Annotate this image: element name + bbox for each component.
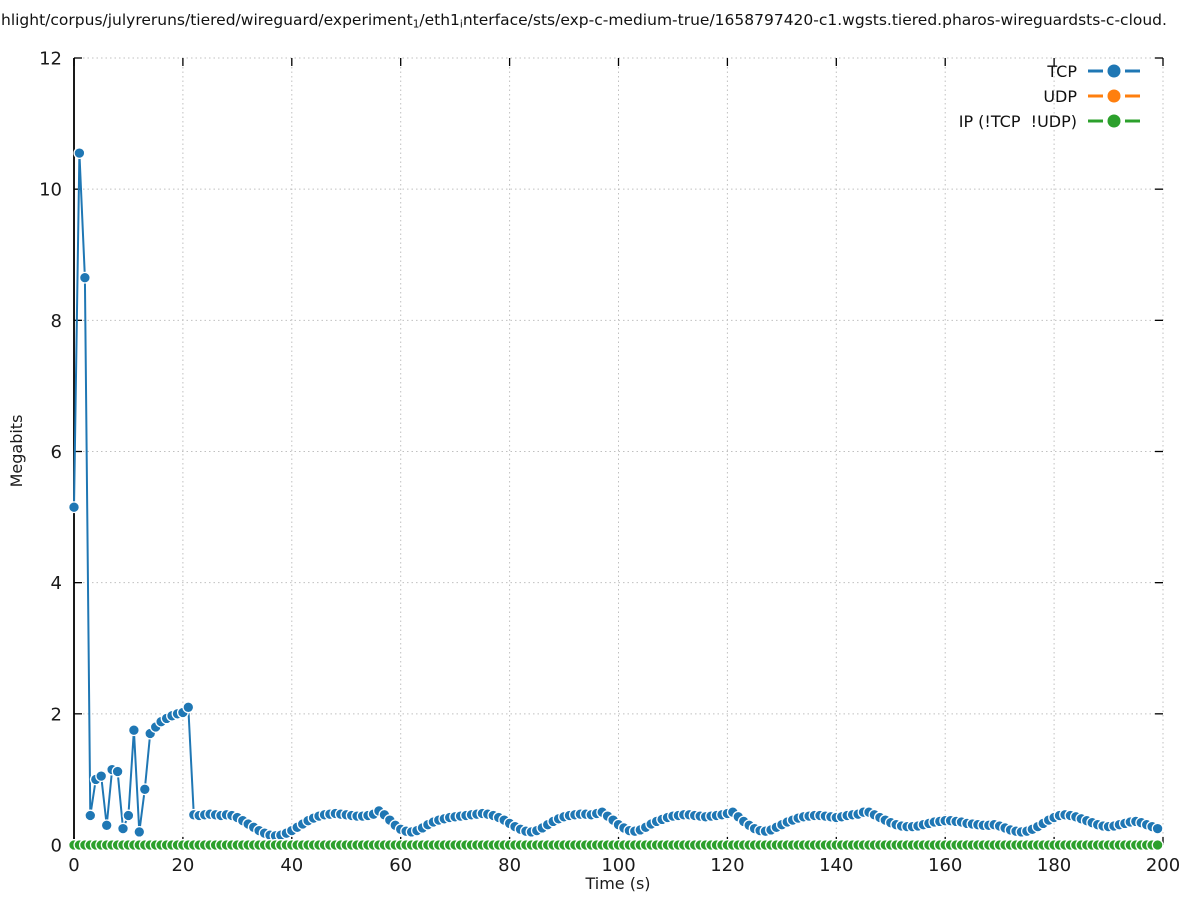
y-tick-label: 12 [39,49,62,70]
y-tick-label: 2 [51,704,62,725]
grid-layer [73,57,1164,846]
legend-item-tcp: TCP [1047,60,1141,82]
chart-title-part1: hlight/corpus/julyreruns/tiered/wireguar… [1,11,413,29]
data-point-marker [182,701,195,714]
legend-label-tcp: TCP [1047,61,1077,81]
x-tick-label: 20 [171,855,194,876]
data-point-marker [68,501,80,514]
series-line [73,152,1158,837]
chart-title-subscript1: 1 [412,18,420,31]
data-point-marker [1151,839,1164,851]
data-point-marker [138,783,151,796]
x-tick-label: 60 [389,855,412,876]
chart-title-subscript2: i [459,18,463,31]
x-tick-label: 140 [819,855,853,876]
legend-item-ip: IP (!TCP !UDP) [959,110,1141,132]
data-point-marker [133,825,146,838]
data-point-marker [73,147,86,160]
x-tick-label: 80 [498,855,521,876]
udp-line-marker-icon [1088,89,1140,103]
chart-title-part2: /eth1 [419,11,460,29]
x-tick-label: 160 [928,855,962,876]
legend-label-udp: UDP [1043,86,1077,106]
x-tick-label: 120 [710,855,744,876]
tick-labels-layer: 0 20 40 60 80 100 120 140 160 180 200 0 2 4 6 8 10 12 [39,49,1180,877]
chart-title-part3: nterface/sts/exp-c-medium-true/165879742… [462,11,1167,29]
chart-title: hlight/corpus/julyreruns/tiered/wireguar… [1,11,1167,30]
tcp-line-marker-icon [1088,64,1140,78]
x-tick-label: 40 [280,855,303,876]
y-tick-label: 6 [51,442,62,463]
y-tick-label: 8 [51,311,62,332]
legend-label-ip: IP (!TCP !UDP) [958,111,1077,131]
y-tick-label: 10 [39,180,62,201]
data-point-marker [78,271,91,284]
data-point-marker [100,819,113,832]
x-axis-label: Time (s) [584,874,650,893]
data-point-marker [84,809,97,822]
data-point-marker [1151,822,1164,835]
y-axis-label: Megabits [7,415,26,488]
data-point-marker [95,770,108,783]
y-tick-label: 4 [51,573,62,594]
data-point-marker [111,765,124,778]
x-tick-label: 180 [1037,855,1071,876]
legend: TCP UDP IP (!TCP !UDP) [959,60,1141,132]
ip-line-marker-icon [1088,114,1140,128]
series-tcp [68,147,1164,842]
y-tick-label: 0 [51,836,62,857]
data-point-marker [117,822,129,835]
x-tick-label: 100 [601,855,635,876]
x-tick-label: 0 [68,855,79,876]
series-ip-tcp-udp- [68,839,1164,851]
data-series-layer [68,147,1164,851]
data-point-marker [127,724,140,737]
legend-item-udp: UDP [1043,85,1141,107]
x-tick-label: 200 [1146,855,1180,876]
data-point-marker [122,809,135,822]
